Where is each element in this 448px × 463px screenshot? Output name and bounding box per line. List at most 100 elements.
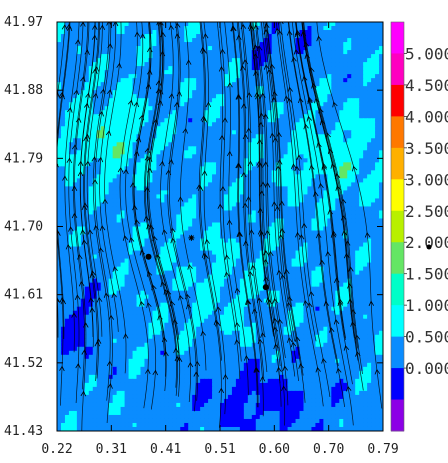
contour-cell [311,238,317,244]
contour-cell [363,30,368,35]
contour-cell [375,182,380,187]
contour-cell [363,130,368,135]
contour-cell [108,254,114,260]
contour-cell [223,114,229,119]
contour-cell [144,110,150,115]
contour-cell [251,222,257,228]
contour-cell [375,218,380,224]
contour-cell [363,230,368,236]
contour-cell [227,202,233,208]
contour-cell [283,126,289,131]
contour-cell [327,210,332,216]
contour-cell [96,186,102,192]
contour-cell [255,194,261,200]
contour-cell [295,62,301,67]
contour-cell [136,242,142,248]
contour-cell [263,26,269,31]
contour-cell [172,242,177,248]
contour-cell [351,82,356,87]
contour-cell [347,222,352,228]
contour-cell [247,54,253,59]
contour-cell [315,146,320,151]
contour-cell [124,34,130,39]
contour-cell [327,242,332,248]
contour-cell [212,90,217,95]
contour-cell [367,38,372,43]
contour-cell [100,206,106,212]
contour-cell [160,242,165,248]
contour-cell [212,230,217,236]
contour-cell [168,154,173,159]
contour-cell [100,82,106,87]
contour-cell [255,226,261,232]
contour-cell [84,74,90,79]
contour-cell [255,126,261,131]
contour-cell [76,230,82,236]
contour-cell [140,142,146,147]
contour-cell [331,194,336,200]
contour-cell [327,178,332,183]
contour-cell [176,214,181,220]
contour-cell [136,150,142,155]
contour-cell [208,198,213,204]
contour-cell [327,130,332,135]
contour-cell [64,98,70,103]
contour-cell [168,122,173,127]
contour-cell [243,258,249,264]
contour-cell [132,146,138,151]
contour-cell [164,78,169,83]
contour-cell [299,166,305,171]
contour-cell [204,174,209,179]
contour-cell [112,118,118,123]
contour-cell [375,110,380,115]
contour-cell [156,110,161,115]
contour-cell [208,154,213,159]
contour-cell [271,70,277,75]
contour-cell [287,74,293,79]
contour-cell [287,82,293,87]
contour-cell [72,122,78,127]
contour-cell [160,26,165,31]
contour-cell [271,74,277,79]
contour-cell [347,142,352,147]
contour-cell [72,114,78,119]
contour-cell [303,254,309,260]
contour-cell [136,146,142,151]
contour-cell [311,254,317,260]
contour-cell [263,106,269,111]
contour-cell [335,246,340,252]
contour-cell [283,218,289,224]
contour-cell [60,150,66,155]
contour-cell [315,198,320,204]
contour-cell [176,94,181,99]
contour-cell [204,214,209,220]
contour-cell [287,186,293,192]
contour-cell [100,250,106,256]
contour-cell [323,50,328,55]
contour-cell [379,38,383,43]
contour-cell [208,214,213,220]
contour-cell [307,182,313,187]
contour-cell [251,86,257,91]
contour-cell [359,86,364,91]
contour-cell [156,86,161,91]
contour-cell [283,230,289,236]
contour-cell [192,210,197,216]
contour-cell [335,114,340,119]
contour-cell [144,250,150,256]
contour-cell [239,86,245,91]
contour-cell [343,194,348,200]
contour-cell [88,50,94,55]
contour-cell [148,114,154,119]
contour-cell [299,70,305,75]
contour-cell [311,234,317,240]
contour-cell [180,174,185,179]
contour-cell [72,230,78,236]
contour-cell [140,90,146,95]
contour-cell [279,54,285,59]
contour-cell [371,106,376,111]
contour-cell [303,238,309,244]
contour-cell [279,106,285,111]
contour-cell [375,194,380,200]
contour-cell [315,174,320,179]
